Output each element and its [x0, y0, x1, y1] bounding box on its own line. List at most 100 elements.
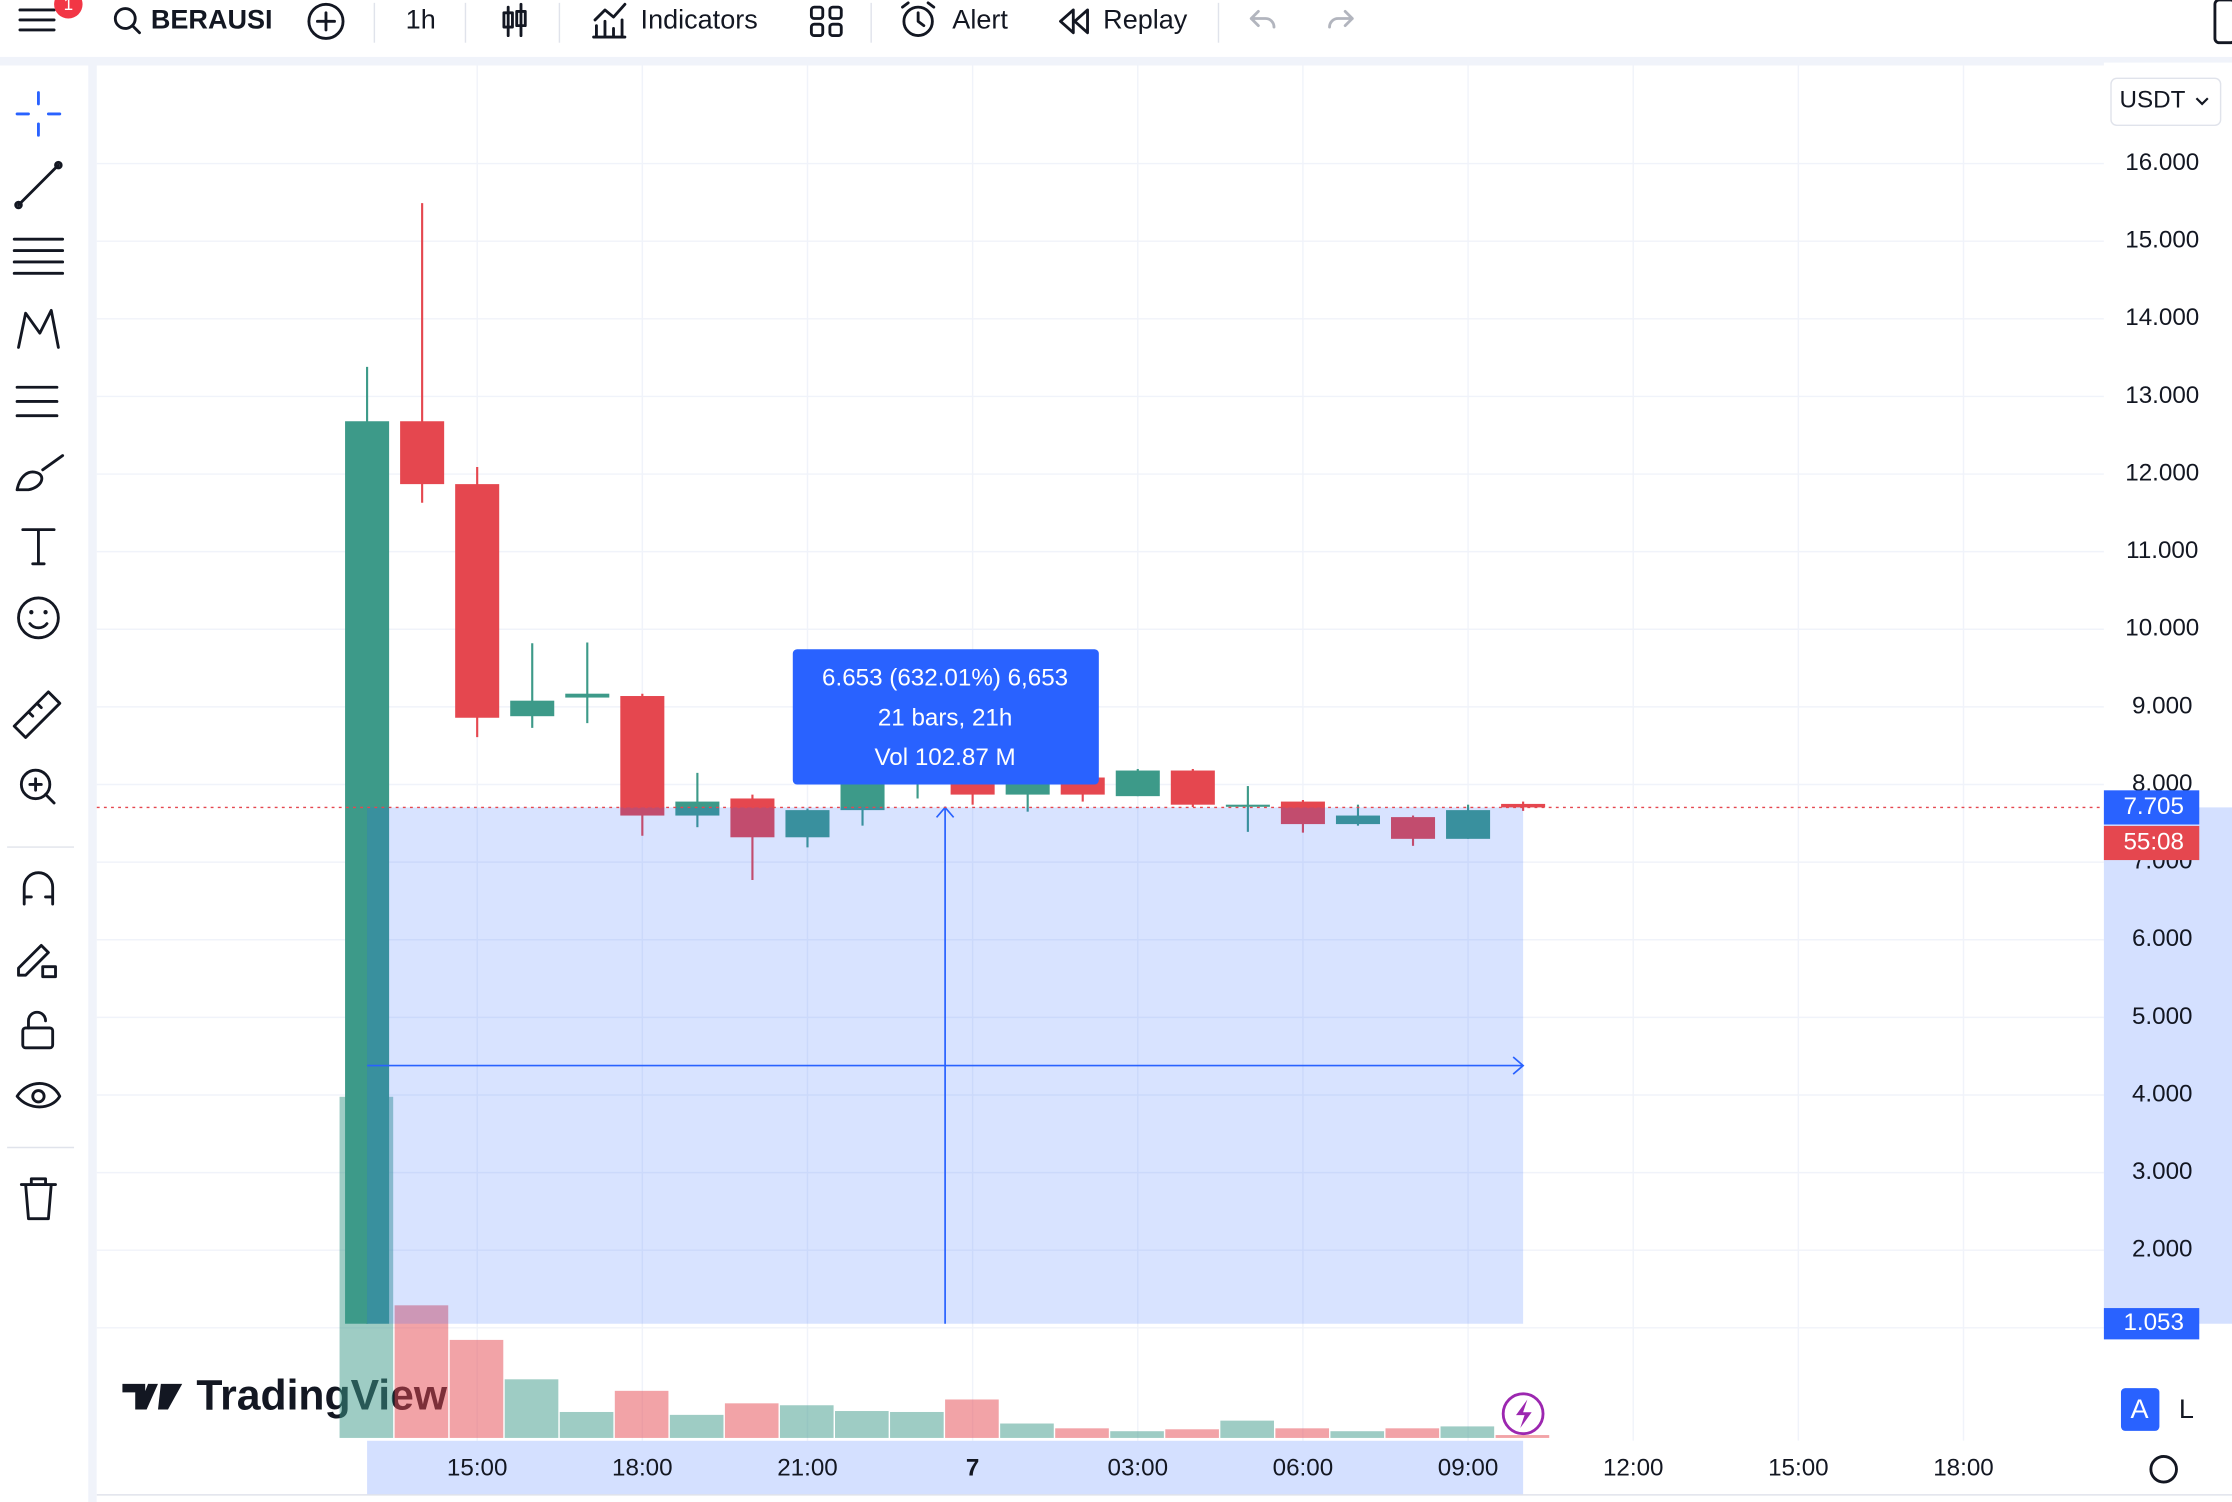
measure-arrow-horizontal	[367, 1056, 1525, 1075]
alert[interactable]: Alert	[952, 4, 1008, 34]
volume-bar	[1440, 1426, 1495, 1438]
delete-tool[interactable]	[19, 1177, 57, 1221]
y-tick-label: 6.000	[2132, 925, 2193, 952]
emoji-tool[interactable]	[17, 596, 60, 640]
symbol[interactable]: BERAUSI	[151, 4, 273, 34]
indicators[interactable]: Indicators	[641, 4, 758, 34]
indicators-button[interactable]: Indicators	[592, 2, 758, 39]
x-tick-label: 03:00	[1108, 1455, 1169, 1482]
y-tick-label: 4.000	[2132, 1080, 2193, 1107]
auto-scale-button[interactable]	[2120, 1388, 2160, 1431]
volume-bar	[1165, 1429, 1219, 1438]
redo-button[interactable]	[1328, 9, 1354, 29]
pattern-tool[interactable]	[17, 308, 60, 349]
candle-body	[510, 700, 555, 717]
price-label-bg	[2103, 790, 2200, 825]
fib-tool[interactable]	[12, 237, 65, 275]
candle-body	[1501, 803, 1546, 808]
candle-body	[675, 801, 720, 816]
magnet-tool[interactable]	[22, 871, 55, 906]
currency-caret	[2195, 97, 2209, 106]
price-axis	[2103, 62, 2232, 1441]
currency: USDT	[2120, 86, 2186, 113]
chart-type-button[interactable]	[502, 2, 527, 38]
y-tick-label: 13.000	[2125, 382, 2199, 409]
countdown-bg	[2103, 825, 2200, 861]
volume-bar	[504, 1379, 559, 1438]
candle-body	[345, 421, 390, 1324]
replay[interactable]: Replay	[1103, 4, 1188, 34]
time-axis	[96, 1440, 2104, 1502]
auto-scale: A	[2130, 1394, 2148, 1424]
badge	[54, 0, 83, 19]
volume-bar	[614, 1390, 669, 1438]
time-axis-highlight	[367, 1440, 1524, 1495]
symbol-search[interactable]: BERAUSI	[113, 4, 273, 34]
currency-select[interactable]	[2110, 77, 2222, 126]
volume-bar	[394, 1305, 449, 1438]
lightning-icon	[1515, 1399, 1532, 1428]
volume-bar	[890, 1411, 944, 1438]
lock-tool[interactable]	[21, 1010, 55, 1050]
candle-body	[730, 798, 775, 838]
undo-button[interactable]	[1249, 9, 1276, 29]
candle-body	[1225, 804, 1270, 807]
measure-low-label: 1.053	[2123, 1309, 2184, 1336]
candle-body	[455, 484, 500, 718]
y-tick-label: 15.000	[2125, 227, 2199, 254]
log-scale[interactable]: L	[2179, 1394, 2194, 1424]
stay-drawing-tool[interactable]	[17, 943, 57, 979]
alert-button[interactable]: Alert	[901, 1, 1008, 38]
volume-bar	[1275, 1428, 1330, 1438]
forecast-tool[interactable]	[15, 385, 59, 418]
watermark-logo	[122, 1383, 183, 1410]
volume-bar	[835, 1411, 889, 1438]
y-tick-label: 2.000	[2132, 1236, 2193, 1263]
candle-body	[1115, 770, 1160, 797]
y-tick-label: 9.000	[2132, 692, 2193, 719]
x-tick-label: 15:00	[1768, 1455, 1829, 1482]
y-tick-label: 14.000	[2125, 304, 2199, 331]
measure-tooltip-text: 21 bars, 21h	[878, 704, 1012, 731]
panel-button[interactable]	[2213, 0, 2232, 45]
candle-body	[565, 693, 610, 698]
y-tick-label: 11.000	[2126, 537, 2198, 564]
volume-bar	[724, 1403, 779, 1438]
chart-area	[96, 65, 2232, 1502]
volume-bar	[669, 1414, 724, 1438]
y-tick-label: 12.000	[2125, 459, 2199, 486]
x-tick-label: 06:00	[1273, 1455, 1334, 1482]
menu-button[interactable]	[18, 8, 56, 32]
top-toolbar	[0, 0, 2232, 57]
replay-button[interactable]: Replay	[1059, 4, 1188, 34]
interval[interactable]: 1h	[406, 4, 436, 34]
brush-tool[interactable]	[15, 454, 65, 492]
candle-body	[1335, 815, 1380, 825]
volume-bar	[1220, 1420, 1274, 1438]
candle-body	[1391, 817, 1436, 839]
measure-tooltip-text: 6.653 (632.01%) 6,653	[822, 664, 1068, 691]
settings-button[interactable]	[2149, 1455, 2178, 1484]
candle-body	[1446, 810, 1491, 839]
measure-tooltip	[792, 649, 1099, 785]
volume-bar	[1110, 1431, 1164, 1438]
measure-tool[interactable]	[12, 690, 62, 739]
x-tick-label: 18:00	[1933, 1455, 1994, 1482]
y-tick-label: 5.000	[2132, 1003, 2193, 1030]
volume-bar	[449, 1339, 504, 1438]
price-label: 7.705	[2123, 793, 2184, 820]
compare-button[interactable]	[307, 2, 345, 40]
visibility-tool[interactable]	[15, 1082, 62, 1109]
y-tick-label: 10.000	[2125, 615, 2199, 642]
text-tool[interactable]	[21, 528, 56, 566]
zoom-tool[interactable]	[19, 768, 56, 805]
trendline-tool[interactable]	[14, 160, 63, 210]
layout-button[interactable]	[809, 5, 843, 38]
volume-bar	[779, 1405, 834, 1438]
volume-bar	[1495, 1435, 1550, 1438]
badge-text: 1	[64, 0, 73, 14]
crosshair-tool[interactable]	[15, 91, 62, 137]
x-tick-label: 7	[966, 1455, 979, 1482]
volume-bar	[1385, 1428, 1440, 1438]
